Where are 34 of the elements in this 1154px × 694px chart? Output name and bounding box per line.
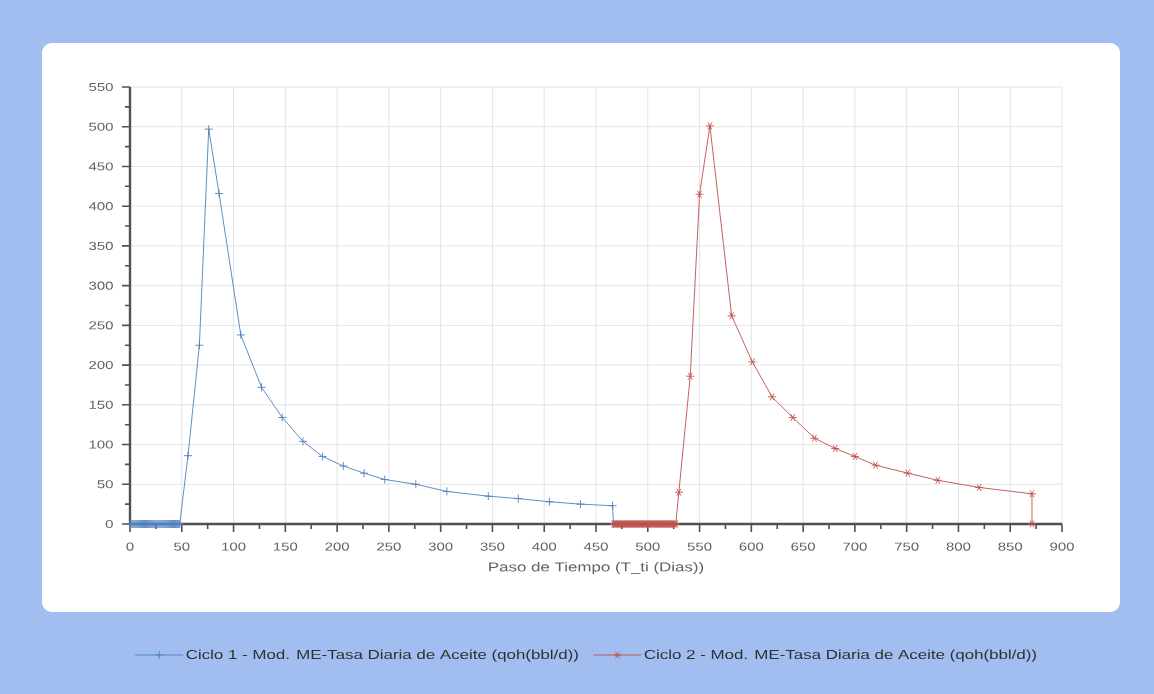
y-tick-label: 200: [89, 361, 113, 370]
y-tick-label: 450: [88, 162, 113, 171]
x-tick-label: 150: [274, 542, 298, 551]
y-tick-label: 250: [89, 321, 113, 330]
y-tick-label: 500: [89, 122, 113, 131]
x-tick-label: 450: [583, 542, 608, 551]
x-axis-title: Paso de Tiempo (T_ti (Dias)): [489, 561, 704, 575]
x-tick-label: 0: [126, 542, 134, 551]
y-tick-label: 150: [89, 400, 113, 409]
x-tick-label: 400: [532, 542, 557, 551]
y-tick-label: 0: [105, 519, 113, 529]
legend-label: Ciclo 1 - Mod. ME-Tasa Diaria de Aceite (qoh(bbl/d)): [186, 649, 578, 662]
x-tick-label: 50: [174, 542, 190, 551]
x-tick-label: 100: [222, 542, 246, 551]
y-tick-label: 550: [89, 82, 113, 92]
x-tick-label: 600: [739, 542, 764, 551]
x-tick-label: 700: [843, 542, 867, 551]
y-tick-label: 400: [88, 202, 113, 211]
x-tick-label: 850: [998, 542, 1023, 551]
y-tick-label: 300: [89, 281, 113, 290]
y-tick-label: 50: [97, 480, 113, 489]
legend-label: Ciclo 2 - Mod. ME-Tasa Diaria de Aceite (qoh(bbl/d)): [644, 649, 1036, 662]
x-tick-label: 650: [791, 542, 815, 551]
x-tick-label: 900: [1050, 542, 1074, 551]
x-tick-label: 750: [894, 542, 919, 551]
x-tick-label: 800: [946, 542, 971, 551]
y-tick-label: 100: [89, 440, 113, 449]
x-tick-label: 250: [377, 542, 401, 551]
x-tick-label: 550: [687, 542, 712, 551]
y-tick-label: 350: [89, 241, 113, 250]
x-tick-label: 200: [325, 542, 349, 551]
x-tick-label: 300: [428, 542, 453, 551]
x-tick-label: 500: [635, 542, 660, 551]
x-tick-label: 350: [480, 542, 505, 551]
